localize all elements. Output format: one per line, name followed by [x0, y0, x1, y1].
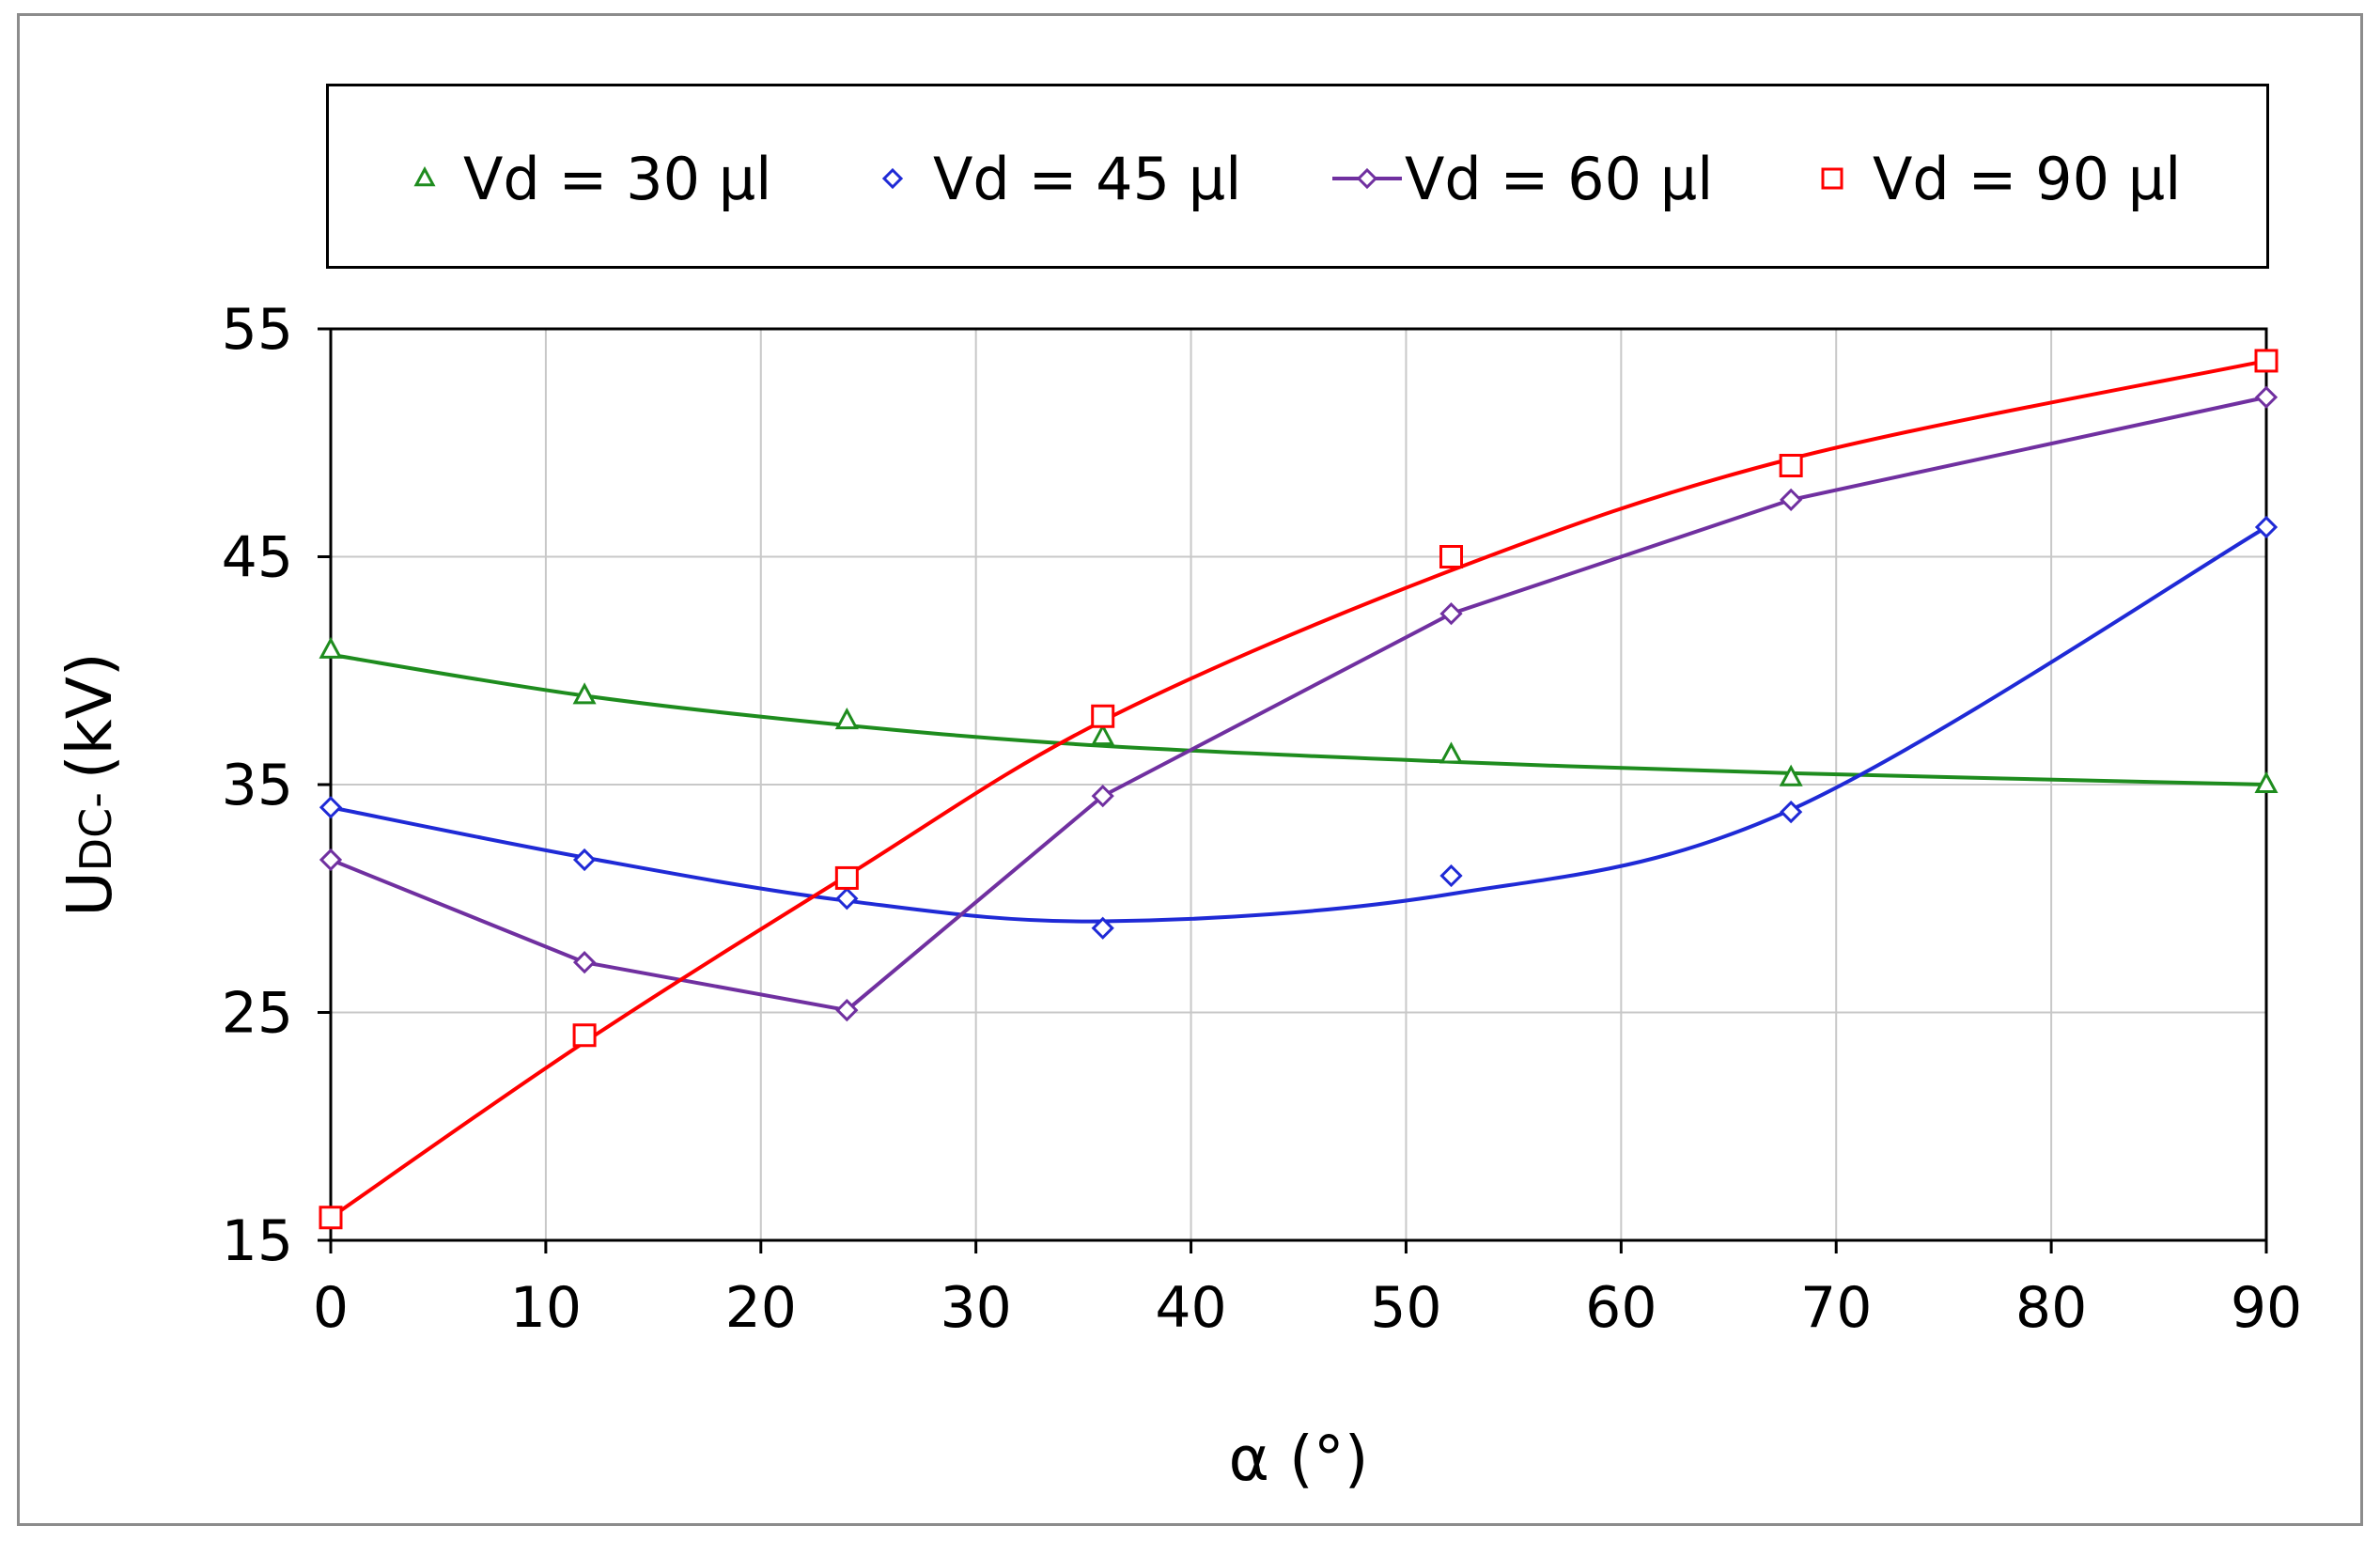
- legend-entry: Vd = 45 µl: [881, 145, 1241, 213]
- data-point: [1091, 916, 1114, 940]
- data-point: [1780, 488, 1803, 511]
- x-axis-label: α (°): [1229, 1423, 1369, 1495]
- data-point: [2254, 515, 2279, 539]
- y-axis-label: UDC- (kV): [54, 652, 126, 916]
- data-point: [2254, 770, 2279, 793]
- tick-layer: 0 10 20 30 40 50 60 70 80 90 15 25 35 45 55: [222, 297, 2303, 1341]
- legend-marker: [413, 165, 436, 187]
- data-point: [1091, 723, 1115, 746]
- y-axis-label-subscript: DC-: [70, 792, 121, 871]
- series-group: [319, 515, 2279, 940]
- data-point: [1779, 454, 1803, 477]
- data-point: [834, 707, 859, 730]
- data-point: [1439, 602, 1463, 626]
- grid-layer: [331, 329, 2266, 1240]
- data-point: [2254, 385, 2279, 409]
- data-point: [1091, 704, 1115, 728]
- x-tick-label: 0: [313, 1275, 349, 1341]
- x-tick-label: 10: [510, 1275, 582, 1341]
- y-tick-label: 55: [222, 297, 293, 363]
- legend-label: Vd = 45 µl: [933, 145, 1241, 213]
- data-point: [835, 998, 859, 1022]
- series-line: [330, 395, 2267, 1013]
- data-point: [1091, 785, 1114, 808]
- y-tick-label: 45: [222, 525, 293, 591]
- data-point: [572, 1023, 597, 1048]
- data-point: [572, 848, 597, 872]
- data-point: [834, 865, 859, 890]
- legend-entry: Vd = 30 µl: [413, 145, 771, 213]
- x-tick-label: 90: [2231, 1275, 2302, 1341]
- x-tick-label: 80: [2015, 1275, 2087, 1341]
- legend-layer: Vd = 30 µl Vd = 45 µl Vd = 60 µl Vd = 90 µl: [413, 145, 2181, 213]
- data-point: [1779, 764, 1803, 786]
- y-tick-label: 35: [222, 753, 293, 818]
- data-point: [2254, 349, 2279, 373]
- series-layer: [319, 349, 2279, 1230]
- legend-label: Vd = 60 µl: [1405, 145, 1713, 213]
- x-tick-label: 50: [1370, 1275, 1441, 1341]
- legend-marker: [1356, 167, 1378, 190]
- data-point: [319, 848, 343, 872]
- data-point: [1439, 741, 1464, 764]
- series-group: [319, 349, 2279, 1230]
- series-group: [319, 636, 2279, 793]
- data-point: [835, 887, 859, 911]
- trend-line: [330, 525, 2268, 924]
- x-tick-label: 30: [940, 1275, 1011, 1341]
- data-point: [319, 636, 343, 659]
- y-axis-label-unit: (kV): [54, 652, 126, 779]
- trend-line: [329, 358, 2267, 1220]
- y-axis-label-main: U: [54, 871, 126, 916]
- data-point: [319, 796, 343, 819]
- x-tick-label: 60: [1585, 1275, 1657, 1341]
- y-tick-label: 15: [222, 1208, 293, 1274]
- x-tick-label: 70: [1800, 1275, 1872, 1341]
- x-tick-label: 40: [1155, 1275, 1226, 1341]
- trend-line: [330, 652, 2267, 786]
- x-tick-label: 20: [725, 1275, 797, 1341]
- y-tick-label: 25: [222, 981, 293, 1047]
- legend-entry: Vd = 60 µl: [1332, 145, 1713, 213]
- legend-marker: [1821, 167, 1843, 190]
- legend-entry: Vd = 90 µl: [1821, 145, 2181, 213]
- data-point: [572, 951, 597, 974]
- data-point: [319, 1206, 343, 1230]
- data-point: [1439, 864, 1463, 888]
- legend-label: Vd = 90 µl: [1873, 145, 2181, 213]
- legend-label: Vd = 30 µl: [463, 145, 771, 213]
- data-point: [1780, 800, 1803, 824]
- legend-box: [326, 84, 2269, 269]
- series-group: [319, 385, 2279, 1022]
- data-point: [572, 682, 597, 705]
- legend-marker: [881, 167, 904, 190]
- data-point: [1439, 545, 1464, 568]
